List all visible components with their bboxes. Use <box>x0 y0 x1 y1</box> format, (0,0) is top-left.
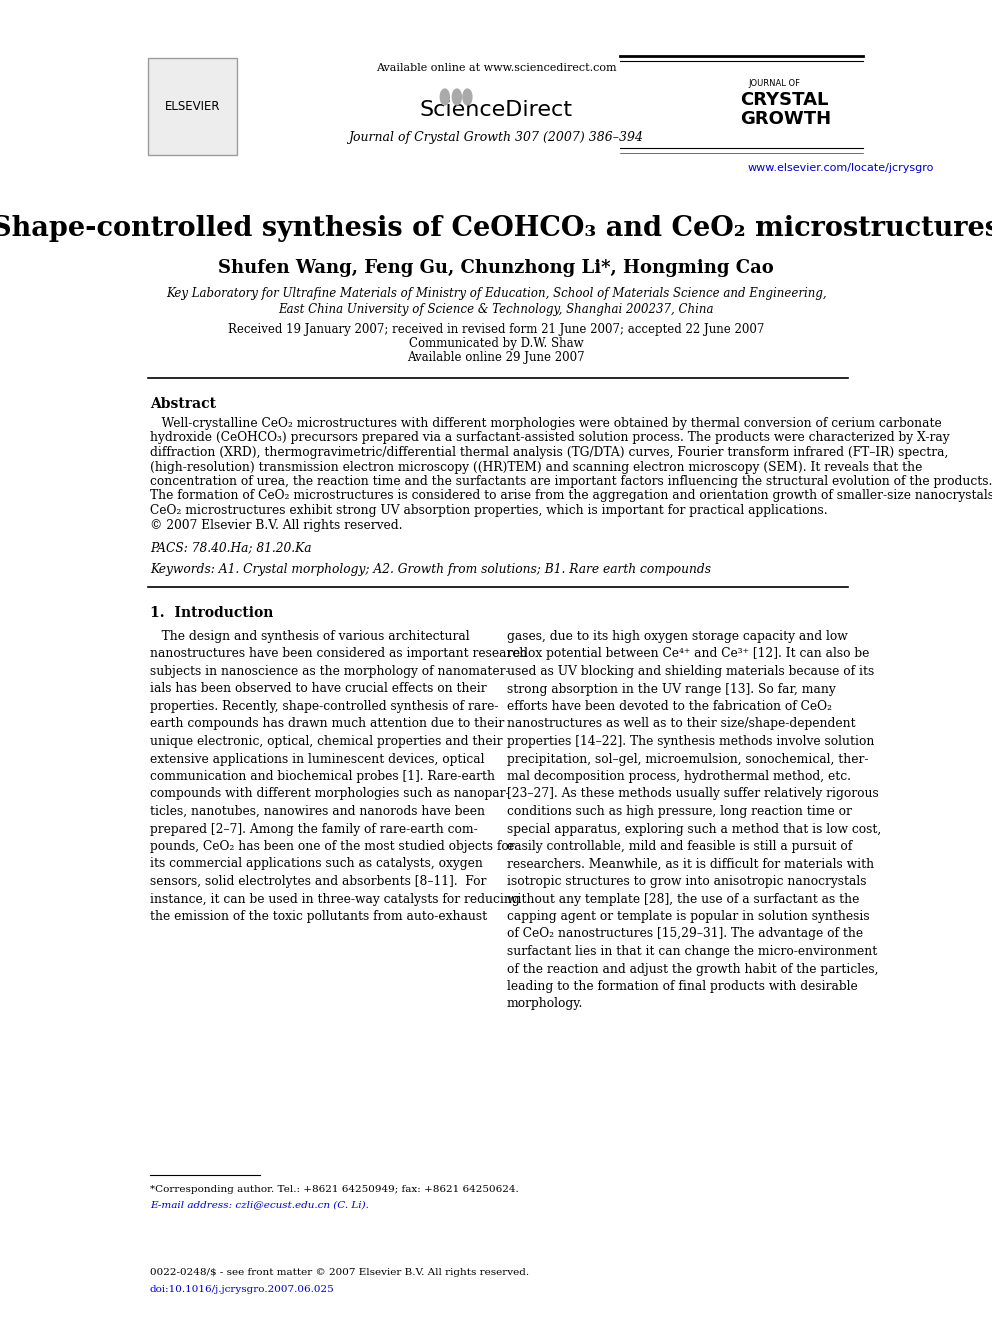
Text: E-mail address: czli@ecust.edu.cn (C. Li).: E-mail address: czli@ecust.edu.cn (C. Li… <box>150 1200 369 1209</box>
Text: hydroxide (CeOHCO₃) precursors prepared via a surfactant-assisted solution proce: hydroxide (CeOHCO₃) precursors prepared … <box>150 431 949 445</box>
Text: JOURNAL OF: JOURNAL OF <box>748 78 800 87</box>
Text: Journal of Crystal Growth 307 (2007) 386–394: Journal of Crystal Growth 307 (2007) 386… <box>348 131 644 144</box>
Text: © 2007 Elsevier B.V. All rights reserved.: © 2007 Elsevier B.V. All rights reserved… <box>150 519 403 532</box>
Text: Available online 29 June 2007: Available online 29 June 2007 <box>407 352 585 365</box>
Text: Shufen Wang, Feng Gu, Chunzhong Li*, Hongming Cao: Shufen Wang, Feng Gu, Chunzhong Li*, Hon… <box>218 259 774 277</box>
Text: ELSEVIER: ELSEVIER <box>165 101 220 112</box>
Text: ScienceDirect: ScienceDirect <box>420 101 572 120</box>
Circle shape <box>452 89 461 105</box>
Text: CRYSTAL: CRYSTAL <box>740 91 828 108</box>
Text: doi:10.1016/j.jcrysgro.2007.06.025: doi:10.1016/j.jcrysgro.2007.06.025 <box>150 1285 334 1294</box>
Text: (high-resolution) transmission electron microscopy ((HR)TEM) and scanning electr: (high-resolution) transmission electron … <box>150 460 923 474</box>
Text: 1.  Introduction: 1. Introduction <box>150 606 274 620</box>
Text: Available online at www.sciencedirect.com: Available online at www.sciencedirect.co… <box>376 64 616 73</box>
Text: Key Laboratory for Ultrafine Materials of Ministry of Education, School of Mater: Key Laboratory for Ultrafine Materials o… <box>166 287 826 300</box>
Circle shape <box>463 89 472 105</box>
Text: The design and synthesis of various architectural
nanostructures have been consi: The design and synthesis of various arch… <box>150 630 527 923</box>
Text: PACS: 78.40.Ha; 81.20.Ka: PACS: 78.40.Ha; 81.20.Ka <box>150 541 311 554</box>
Text: Communicated by D.W. Shaw: Communicated by D.W. Shaw <box>409 337 583 351</box>
Text: GROWTH: GROWTH <box>740 110 831 128</box>
Text: 0022-0248/$ - see front matter © 2007 Elsevier B.V. All rights reserved.: 0022-0248/$ - see front matter © 2007 El… <box>150 1267 529 1277</box>
Circle shape <box>440 89 449 105</box>
Text: Received 19 January 2007; received in revised form 21 June 2007; accepted 22 Jun: Received 19 January 2007; received in re… <box>228 324 764 336</box>
Text: Well-crystalline CeO₂ microstructures with different morphologies were obtained : Well-crystalline CeO₂ microstructures wi… <box>150 417 941 430</box>
Text: concentration of urea, the reaction time and the surfactants are important facto: concentration of urea, the reaction time… <box>150 475 992 488</box>
Text: diffraction (XRD), thermogravimetric/differential thermal analysis (TG/DTA) curv: diffraction (XRD), thermogravimetric/dif… <box>150 446 948 459</box>
Bar <box>148 58 237 155</box>
Text: CeO₂ microstructures exhibit strong UV absorption properties, which is important: CeO₂ microstructures exhibit strong UV a… <box>150 504 827 517</box>
Text: The formation of CeO₂ microstructures is considered to arise from the aggregatio: The formation of CeO₂ microstructures is… <box>150 490 992 503</box>
Text: *Corresponding author. Tel.: +8621 64250949; fax: +8621 64250624.: *Corresponding author. Tel.: +8621 64250… <box>150 1185 519 1193</box>
Text: East China University of Science & Technology, Shanghai 200237, China: East China University of Science & Techn… <box>278 303 714 315</box>
Text: Abstract: Abstract <box>150 397 216 411</box>
Text: gases, due to its high oxygen storage capacity and low
redox potential between C: gases, due to its high oxygen storage ca… <box>507 630 881 1011</box>
Text: Shape-controlled synthesis of CeOHCO₃ and CeO₂ microstructures: Shape-controlled synthesis of CeOHCO₃ an… <box>0 214 992 242</box>
Text: Keywords: A1. Crystal morphology; A2. Growth from solutions; B1. Rare earth comp: Keywords: A1. Crystal morphology; A2. Gr… <box>150 564 711 576</box>
Text: www.elsevier.com/locate/jcrysgro: www.elsevier.com/locate/jcrysgro <box>748 163 934 173</box>
